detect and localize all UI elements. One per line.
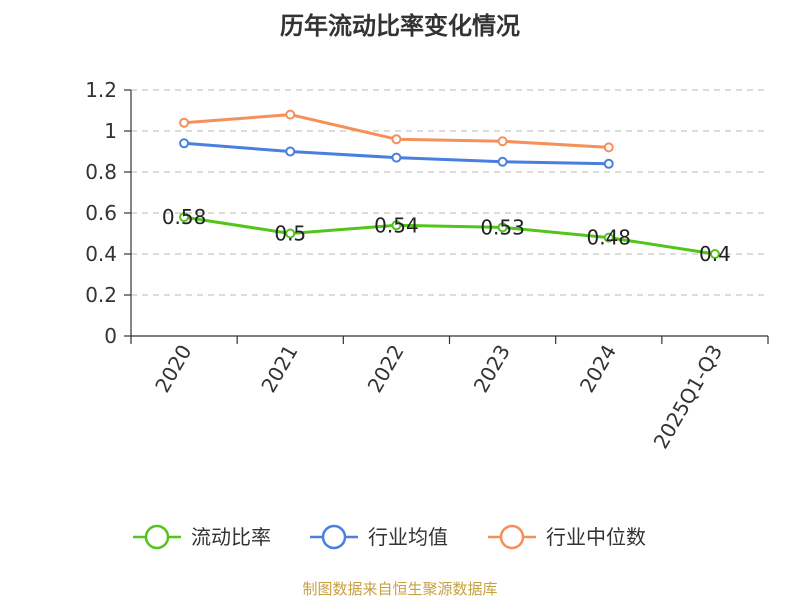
- data-point: [709, 249, 720, 259]
- legend: 流动比率 行业均值 行业中位数: [133, 524, 646, 550]
- data-label: 0.4: [699, 242, 731, 266]
- data-point: [497, 156, 508, 167]
- legend-label: 流动比率: [191, 525, 271, 549]
- y-tick-label: 0: [104, 324, 117, 348]
- x-tick-label: 2025Q1-Q3: [649, 341, 728, 453]
- data-label: 0.54: [374, 213, 419, 237]
- data-point: [285, 146, 296, 157]
- chart-title: 历年流动比率变化情况: [280, 12, 520, 40]
- data-point: [603, 158, 614, 169]
- data-point: [603, 142, 614, 153]
- data-point: [285, 109, 296, 120]
- data-point: [179, 212, 190, 223]
- x-tick-label: 2023: [469, 341, 515, 397]
- data-point: [497, 136, 508, 147]
- data-point: [391, 220, 402, 231]
- x-tick-label: 2022: [363, 341, 409, 397]
- data-point: [179, 117, 190, 128]
- data-label: 0.48: [586, 226, 631, 250]
- data-point: [285, 228, 296, 239]
- axes: 0 0.2 0.4 0.6 0.8 1 1.2 2020 2021 2022 2023 2024 202…: [85, 78, 769, 453]
- y-tick-label: 1.2: [85, 78, 117, 102]
- y-tick-label: 0.4: [85, 242, 117, 266]
- y-tick-label: 1: [104, 119, 117, 143]
- legend-marker: [144, 524, 170, 550]
- data-point: [391, 152, 402, 163]
- data-label: 0.5: [274, 222, 306, 246]
- data-labels: 0.58 0.5 0.54 0.53 0.48 0.4: [162, 205, 731, 266]
- data-label: 0.58: [162, 205, 207, 229]
- series-lines: [179, 109, 720, 259]
- y-tick-label: 0.2: [85, 283, 117, 307]
- data-point: [603, 232, 614, 243]
- data-point: [391, 134, 402, 145]
- legend-label: 行业中位数: [546, 525, 646, 549]
- data-point: [179, 138, 190, 149]
- legend-label: 行业均值: [368, 525, 448, 549]
- x-tick-label: 2024: [575, 341, 621, 397]
- y-tick-label: 0.8: [85, 160, 117, 184]
- series-line-0: [183, 215, 716, 256]
- x-tick-label: 2020: [150, 341, 196, 397]
- x-tick-label: 2021: [256, 341, 302, 397]
- grid-lines: [131, 89, 768, 296]
- legend-marker: [321, 524, 347, 550]
- legend-marker: [499, 524, 525, 550]
- data-point: [497, 222, 508, 233]
- y-tick-label: 0.6: [85, 201, 117, 225]
- data-label: 0.53: [480, 215, 525, 239]
- source-note: 制图数据来自恒生聚源数据库: [302, 580, 498, 598]
